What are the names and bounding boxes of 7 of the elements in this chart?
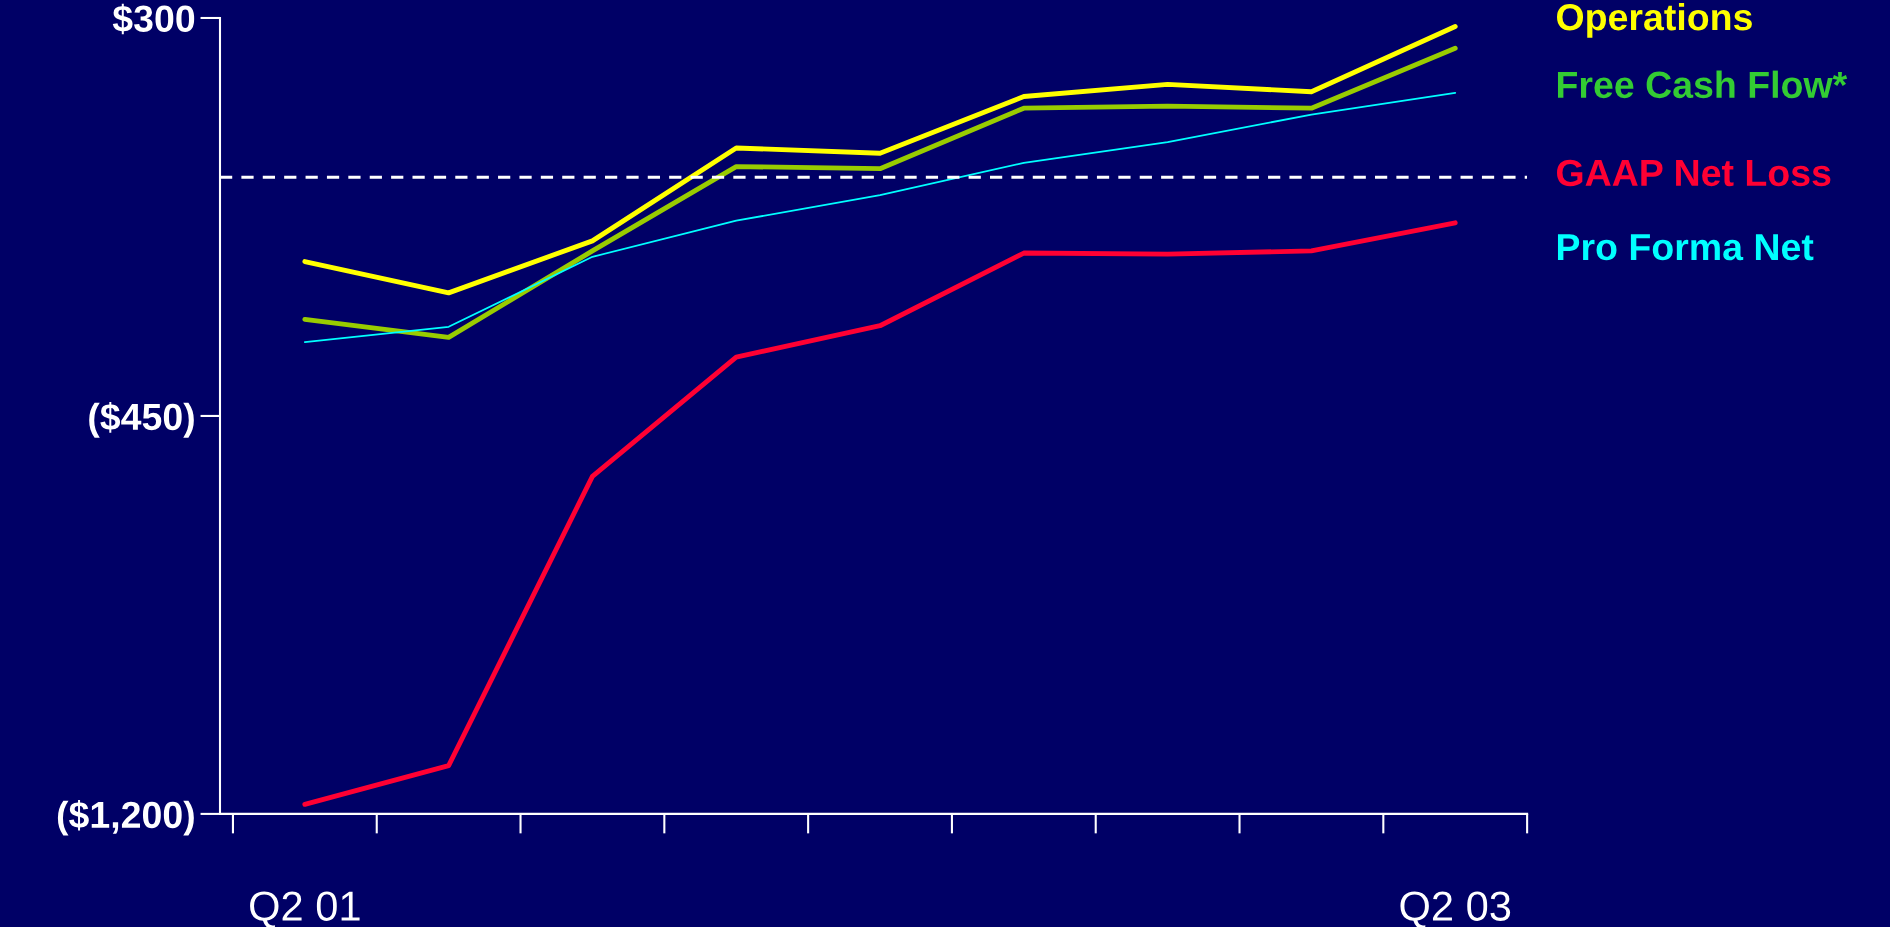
text: Operations <box>1557 2 1752 38</box>
text: Free Cash Flow* <box>1557 70 1848 99</box>
text: GAAP Net Loss <box>1557 159 1831 187</box>
text: Pro Forma Net <box>1557 234 1814 261</box>
y-tick-label: $300 <box>112 3 195 35</box>
y-tick-label: ($1,200) <box>57 799 194 836</box>
y-tick-label: ($450) <box>89 402 194 438</box>
